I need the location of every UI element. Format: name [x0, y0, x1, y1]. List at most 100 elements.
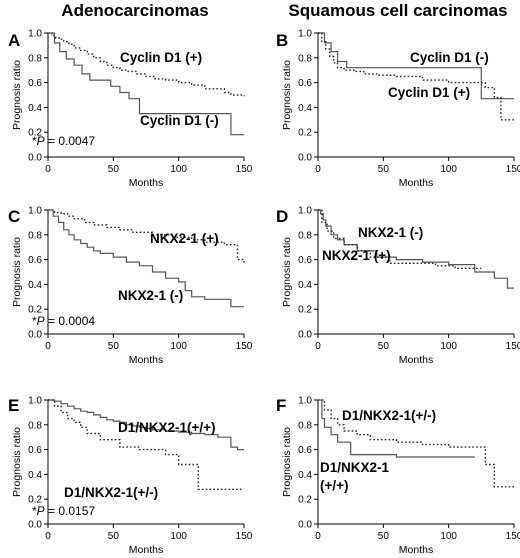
y-tick-label-b: 0.2 [298, 128, 312, 139]
survival-curve-d-2 [318, 209, 482, 269]
y-tick-label-f: 0.0 [298, 520, 312, 531]
x-axis-label-e: Months [129, 544, 163, 556]
panel-letter-b: B [276, 31, 288, 50]
x-tick-label-e: 50 [108, 531, 120, 542]
panel-letter-e: E [8, 396, 19, 415]
series-label-line: D1/NKX2-1(+/-) [342, 408, 436, 423]
series-label-a-2: Cyclin D1 (-) [140, 113, 219, 128]
p-value-star: * [32, 504, 37, 518]
x-tick-label-f: 50 [378, 531, 390, 542]
series-label-line: NKX2-1 (+) [150, 231, 219, 246]
y-tick-label-d: 0.4 [298, 280, 312, 291]
y-tick-label-f: 0.4 [298, 470, 312, 481]
y-tick-label-b: 1.0 [298, 29, 312, 40]
y-tick-label-d: 0.2 [298, 305, 312, 316]
x-tick-label-e: 100 [170, 531, 187, 542]
y-tick-label-e: 1.0 [28, 396, 42, 407]
survival-curve-e-1 [48, 399, 244, 451]
series-label-b-1: Cyclin D1 (-) [410, 50, 489, 65]
series-label-line: NKX2-1 (-) [358, 225, 423, 240]
series-label-line: Cyclin D1 (+) [120, 50, 202, 65]
x-tick-label-b: 50 [378, 164, 390, 175]
y-tick-label-a: 0.0 [28, 153, 42, 164]
x-axis-label-d: Months [399, 354, 433, 366]
y-tick-label-d: 1.0 [298, 206, 312, 217]
series-label-line: (+/+) [320, 478, 349, 493]
survival-curve-c-2 [48, 209, 244, 308]
y-tick-label-a: 1.0 [28, 29, 42, 40]
y-tick-label-c: 0.4 [28, 280, 42, 291]
y-tick-label-c: 0.2 [28, 305, 42, 316]
series-label-line: D1/NKX2-1(+/-) [64, 485, 158, 500]
y-tick-label-f: 0.2 [298, 495, 312, 506]
p-value-number: = 0.0047 [45, 134, 96, 148]
y-tick-label-e: 0.0 [28, 520, 42, 531]
series-label-d-1: NKX2-1 (-) [358, 225, 423, 240]
p-value-star: * [32, 314, 37, 328]
y-tick-label-a: 0.2 [28, 128, 42, 139]
p-value-number: = 0.0004 [45, 314, 96, 328]
y-tick-label-c: 1.0 [28, 206, 42, 217]
x-tick-label-f: 100 [440, 531, 457, 542]
survival-curve-f-2 [318, 399, 475, 458]
series-label-f-2: D1/NKX2-1 (+/+) [320, 460, 390, 493]
y-tick-label-b: 0.4 [298, 103, 312, 114]
y-axis-label-d: Prognosis ratio [281, 237, 293, 307]
series-label-line: Cyclin D1 (-) [140, 113, 219, 128]
p-value-letter: P [37, 134, 45, 148]
panel-letter-a: A [8, 31, 20, 50]
p-value-a: *P = 0.0047 [32, 134, 95, 148]
p-value-c: *P = 0.0004 [32, 314, 95, 328]
y-tick-label-e: 0.4 [28, 470, 42, 481]
series-label-line: D1/NKX2-1(+/+) [118, 420, 216, 435]
y-tick-label-f: 0.8 [298, 420, 312, 431]
y-tick-label-b: 0.0 [298, 153, 312, 164]
y-tick-label-d: 0.8 [298, 230, 312, 241]
survival-curve-f-1 [318, 399, 514, 488]
series-label-d-2: NKX2-1 (+) [322, 248, 391, 263]
y-axis-label-c: Prognosis ratio [11, 237, 23, 307]
x-tick-label-a: 50 [108, 164, 120, 175]
series-label-c-1: NKX2-1 (+) [150, 231, 219, 246]
series-label-a-1: Cyclin D1 (+) [120, 50, 202, 65]
y-tick-label-e: 0.8 [28, 420, 42, 431]
series-label-b-2: Cyclin D1 (+) [388, 85, 470, 100]
x-tick-label-a: 150 [236, 164, 253, 175]
series-label-line: Cyclin D1 (+) [388, 85, 470, 100]
survival-curve-e-2 [48, 399, 244, 490]
y-tick-label-e: 0.2 [28, 495, 42, 506]
series-label-line: NKX2-1 (-) [118, 288, 183, 303]
series-label-e-2: D1/NKX2-1(+/-) [64, 485, 158, 500]
x-tick-label-e: 150 [236, 531, 253, 542]
p-value-number: = 0.0157 [45, 504, 96, 518]
y-tick-label-b: 0.6 [298, 78, 312, 89]
x-tick-label-b: 150 [506, 164, 520, 175]
y-tick-label-a: 0.8 [28, 53, 42, 64]
x-tick-label-c: 0 [45, 341, 51, 352]
y-axis-label-e: Prognosis ratio [11, 427, 23, 497]
x-tick-label-c: 50 [108, 341, 120, 352]
x-tick-label-c: 150 [236, 341, 253, 352]
x-tick-label-a: 0 [45, 164, 51, 175]
series-label-f-1: D1/NKX2-1(+/-) [342, 408, 436, 423]
survival-curve-c-1 [48, 209, 245, 264]
y-axis-label-b: Prognosis ratio [281, 60, 293, 130]
x-axis-label-a: Months [129, 177, 163, 189]
panel-letter-f: F [276, 396, 286, 415]
p-value-e: *P = 0.0157 [32, 504, 95, 518]
y-tick-label-a: 0.4 [28, 103, 42, 114]
x-tick-label-d: 50 [378, 341, 390, 352]
y-axis-label-a: Prognosis ratio [11, 60, 23, 130]
survival-curve-d-1 [318, 209, 514, 289]
survival-curve-a-2 [48, 32, 244, 136]
x-axis-label-c: Months [129, 354, 163, 366]
survival-curve-b-2 [318, 32, 514, 121]
y-tick-label-f: 0.6 [298, 445, 312, 456]
y-tick-label-c: 0.0 [28, 330, 42, 341]
x-axis-label-f: Months [399, 544, 433, 556]
y-tick-label-c: 0.8 [28, 230, 42, 241]
x-tick-label-f: 0 [315, 531, 321, 542]
series-label-line: NKX2-1 (+) [322, 248, 391, 263]
x-tick-label-f: 150 [506, 531, 520, 542]
x-tick-label-c: 100 [170, 341, 187, 352]
